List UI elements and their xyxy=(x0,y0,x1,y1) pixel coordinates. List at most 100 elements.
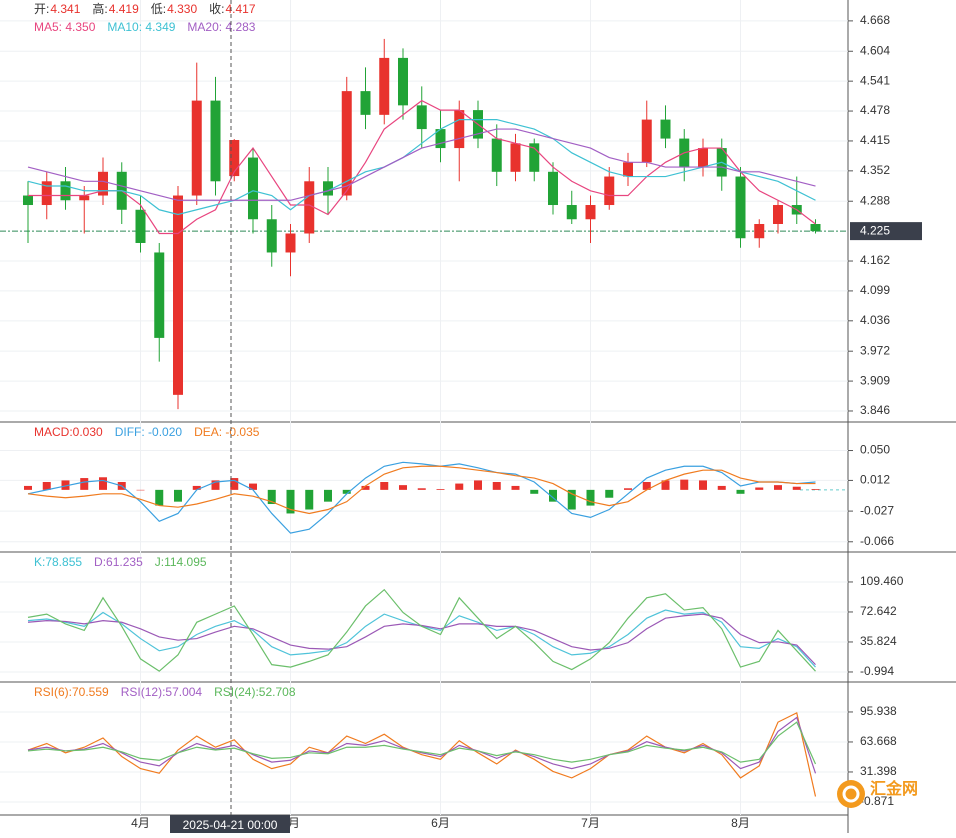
candle-body xyxy=(248,157,258,220)
crosshair-label-box xyxy=(170,815,290,833)
legend-entry: K:78.855 xyxy=(34,555,82,569)
candle-body xyxy=(285,233,296,253)
candle-body xyxy=(341,91,352,196)
candle-body xyxy=(323,181,333,196)
macd-bar xyxy=(605,489,614,498)
macd-bar xyxy=(192,485,201,490)
last-price-label: 4.225 xyxy=(860,223,890,237)
candle-body xyxy=(191,100,202,196)
logo-text: 汇金网 xyxy=(870,779,918,798)
candle-body xyxy=(641,119,652,163)
candle-body xyxy=(491,138,502,172)
legend-entry: 开: xyxy=(34,2,49,16)
series-line xyxy=(27,118,816,216)
macd-bar xyxy=(530,489,539,494)
legend-entry: 4.417 xyxy=(225,2,255,16)
series-line xyxy=(27,588,816,672)
macd-bar xyxy=(436,489,445,490)
macd-bar xyxy=(511,485,520,490)
macd-bar xyxy=(286,489,295,514)
x-tick-label: 6月 xyxy=(431,816,450,830)
macd-bar xyxy=(24,485,32,490)
candle-body xyxy=(754,224,765,239)
y-tick-label: 4.668 xyxy=(860,13,890,27)
crosshair-label: 2025-04-21 00:00 xyxy=(183,818,278,832)
candle-body xyxy=(454,110,465,149)
legend-entry: 4.419 xyxy=(109,2,139,16)
legend-entry: 收: xyxy=(209,2,224,16)
candle-body xyxy=(510,143,521,172)
legend-entry: RSI(24):52.708 xyxy=(214,685,296,699)
candle-body xyxy=(529,143,540,172)
candle-body xyxy=(154,252,165,338)
macd-bar xyxy=(811,489,820,490)
macd-bar xyxy=(717,485,726,490)
y-tick-label: 4.036 xyxy=(860,313,890,327)
series-line xyxy=(28,99,816,235)
macd-bar xyxy=(549,489,557,502)
macd-bar xyxy=(230,478,239,490)
macd-bar xyxy=(642,481,651,490)
y-tick-label: 0.050 xyxy=(860,443,890,457)
y-tick-label: 0.012 xyxy=(860,473,890,487)
candle-body xyxy=(304,181,315,234)
series-line xyxy=(27,465,816,515)
series-line xyxy=(27,461,816,534)
y-tick-label: 4.541 xyxy=(860,73,890,87)
macd-bar xyxy=(211,480,220,490)
macd-bar xyxy=(455,483,464,490)
y-tick-label: 95.938 xyxy=(860,704,897,718)
y-tick-label: 4.288 xyxy=(860,193,890,207)
candle-body xyxy=(41,181,52,206)
macd-bar xyxy=(680,479,689,490)
logo-icon xyxy=(837,780,865,808)
candle-body xyxy=(98,171,108,196)
legend-entry: 低: xyxy=(151,2,166,16)
macd-bar xyxy=(267,489,276,505)
macd-bar xyxy=(474,480,482,490)
series-line xyxy=(27,711,817,797)
macd-bar xyxy=(249,483,257,490)
y-tick-label: 72.642 xyxy=(860,604,897,618)
candle-body xyxy=(660,119,671,139)
macd-bar xyxy=(399,485,407,490)
legend-entry: D:61.235 xyxy=(94,555,143,569)
candle-body xyxy=(379,57,390,115)
series-line xyxy=(27,128,816,201)
candle-body xyxy=(398,57,408,106)
macd-bar xyxy=(755,487,764,490)
x-tick-label: 7月 xyxy=(581,816,600,830)
legend-entry: DIFF: -0.020 xyxy=(115,425,183,439)
candle-body xyxy=(735,176,746,239)
y-tick-label: 4.162 xyxy=(860,253,890,267)
candle-body xyxy=(210,100,221,182)
y-tick-label: 109.460 xyxy=(860,574,904,588)
series-line xyxy=(27,716,817,774)
candle-body xyxy=(266,219,277,253)
legend-entry: RSI(12):57.004 xyxy=(121,685,203,699)
candle-body xyxy=(623,162,633,177)
macd-bar xyxy=(80,478,89,490)
candle-body xyxy=(229,140,240,177)
y-tick-label: 4.352 xyxy=(860,163,890,177)
macd-bar xyxy=(380,481,389,490)
macd-bar xyxy=(42,481,51,490)
macd-bar xyxy=(342,489,351,494)
legend-entry: 高: xyxy=(92,1,107,16)
legend-entry: MACD:0.030 xyxy=(34,425,103,439)
series-line xyxy=(27,613,816,666)
candle-body xyxy=(135,209,146,243)
legend-entry: RSI(6):70.559 xyxy=(34,685,109,699)
candle-body xyxy=(23,195,33,206)
y-tick-label: 4.099 xyxy=(860,283,890,297)
macd-bar xyxy=(736,489,745,494)
y-tick-label: -0.066 xyxy=(860,534,894,548)
plot-layer: 4月 5月 6月 7月 8月4.6684.6044.5414.4784.4154.352… xyxy=(0,0,922,830)
candle-body xyxy=(566,205,577,220)
legend-entry: 4.330 xyxy=(167,2,197,16)
candle-body xyxy=(810,224,821,232)
macd-bar xyxy=(699,480,707,490)
last-price-box xyxy=(850,222,922,241)
y-tick-label: 31.398 xyxy=(860,764,897,778)
